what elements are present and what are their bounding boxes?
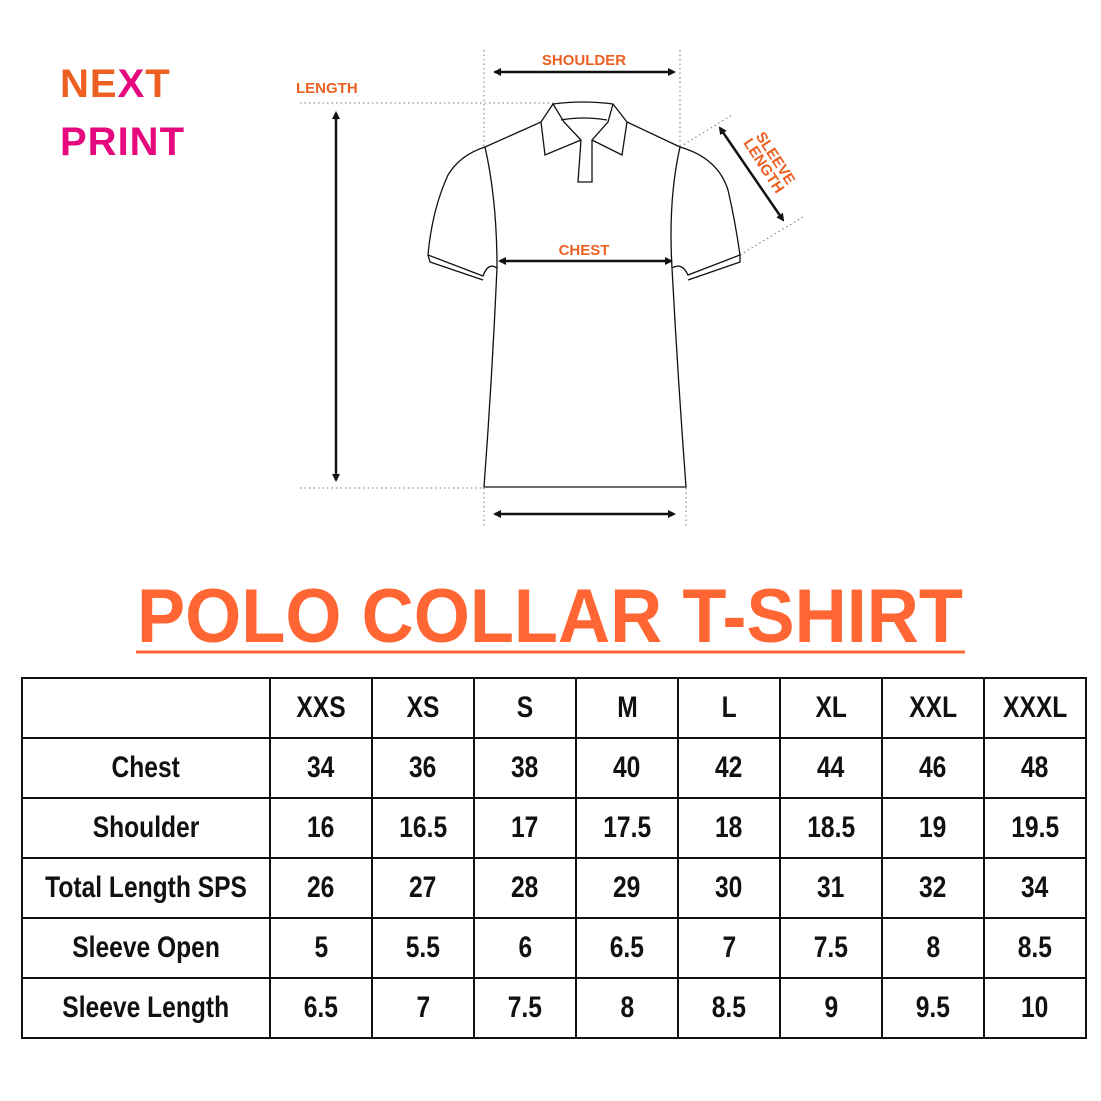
- table-cell: 34: [983, 857, 1088, 919]
- table-header-row: XXS XS S M L XL XXL XXXL: [20, 677, 1088, 739]
- logo-next: NEXT: [60, 64, 171, 104]
- table-cell: 34: [269, 737, 374, 799]
- table-cell: 30: [677, 857, 782, 919]
- header-size: XXS: [269, 677, 374, 739]
- table-cell: 32: [881, 857, 986, 919]
- table-cell: 19.5: [983, 797, 1088, 859]
- chest-label: CHEST: [559, 242, 610, 259]
- page-title: POLO COLLAR T-SHIRT: [136, 574, 965, 659]
- header-size: XL: [779, 677, 884, 739]
- shirt-outline: [427, 101, 741, 488]
- table-cell: 5: [269, 917, 374, 979]
- row-label: Chest: [20, 737, 272, 799]
- sleeve-arrow: [718, 126, 785, 222]
- table-cell: 6.5: [575, 917, 680, 979]
- table-cell: 26: [269, 857, 374, 919]
- size-table: XXS XS S M L XL XXL XXXL Chest 34 36 38 40 42…: [20, 677, 1088, 1039]
- shirt-diagram: SHOULDER LENGTH CHEST SLEEVE LENGTH: [296, 50, 804, 526]
- table-row: Sleeve Open 5 5.5 6 6.5 7 7.5 8 8.5: [20, 917, 1088, 979]
- table-cell: 28: [473, 857, 578, 919]
- table-cell: 5.5: [371, 917, 476, 979]
- table-cell: 7.5: [779, 917, 884, 979]
- table-cell: 8.5: [677, 977, 782, 1039]
- header-size: L: [677, 677, 782, 739]
- table-cell: 46: [881, 737, 986, 799]
- table-cell: 9: [779, 977, 884, 1039]
- logo-text: T: [145, 62, 171, 106]
- logo-x: X: [117, 62, 146, 106]
- table-cell: 27: [371, 857, 476, 919]
- table-cell: 40: [575, 737, 680, 799]
- logo-print: PRINT: [60, 120, 185, 164]
- row-label: Shoulder: [20, 797, 272, 859]
- table-row: Total Length SPS 26 27 28 29 30 31 32 34: [20, 857, 1088, 919]
- header-size: XXXL: [983, 677, 1088, 739]
- header-size: XXL: [881, 677, 986, 739]
- table-cell: 18: [677, 797, 782, 859]
- header-empty: [20, 677, 272, 739]
- shoulder-label: SHOULDER: [542, 52, 626, 69]
- row-label: Sleeve Open: [20, 917, 272, 979]
- table-row: Chest 34 36 38 40 42 44 46 48: [20, 737, 1088, 799]
- table-row: Sleeve Length 6.5 7 7.5 8 8.5 9 9.5 10: [20, 977, 1088, 1039]
- table-cell: 17.5: [575, 797, 680, 859]
- guide-lines: [300, 50, 804, 526]
- header-size: M: [575, 677, 680, 739]
- table-cell: 29: [575, 857, 680, 919]
- table-cell: 6: [473, 917, 578, 979]
- row-label: Total Length SPS: [20, 857, 272, 919]
- table-cell: 8: [575, 977, 680, 1039]
- title-text: POLO COLLAR T-SHIRT: [137, 574, 963, 659]
- length-label: LENGTH: [296, 80, 358, 97]
- header-size: XS: [371, 677, 476, 739]
- table-cell: 7: [677, 917, 782, 979]
- table-cell: 31: [779, 857, 884, 919]
- table-cell: 42: [677, 737, 782, 799]
- table-cell: 6.5: [269, 977, 374, 1039]
- row-label: Sleeve Length: [20, 977, 272, 1039]
- table-row: Shoulder 16 16.5 17 17.5 18 18.5 19 19.5: [20, 797, 1088, 859]
- table-cell: 7.5: [473, 977, 578, 1039]
- table-cell: 10: [983, 977, 1088, 1039]
- table-cell: 18.5: [779, 797, 884, 859]
- table-cell: 7: [371, 977, 476, 1039]
- table-cell: 9.5: [881, 977, 986, 1039]
- table-cell: 44: [779, 737, 884, 799]
- table-cell: 17: [473, 797, 578, 859]
- table-cell: 16.5: [371, 797, 476, 859]
- table-cell: 8.5: [983, 917, 1088, 979]
- table-cell: 19: [881, 797, 986, 859]
- table-cell: 16: [269, 797, 374, 859]
- logo-text: NE: [60, 62, 118, 106]
- table-cell: 48: [983, 737, 1088, 799]
- table-cell: 38: [473, 737, 578, 799]
- header-size: S: [473, 677, 578, 739]
- table-cell: 8: [881, 917, 986, 979]
- measure-arrows: [332, 68, 785, 518]
- table-cell: 36: [371, 737, 476, 799]
